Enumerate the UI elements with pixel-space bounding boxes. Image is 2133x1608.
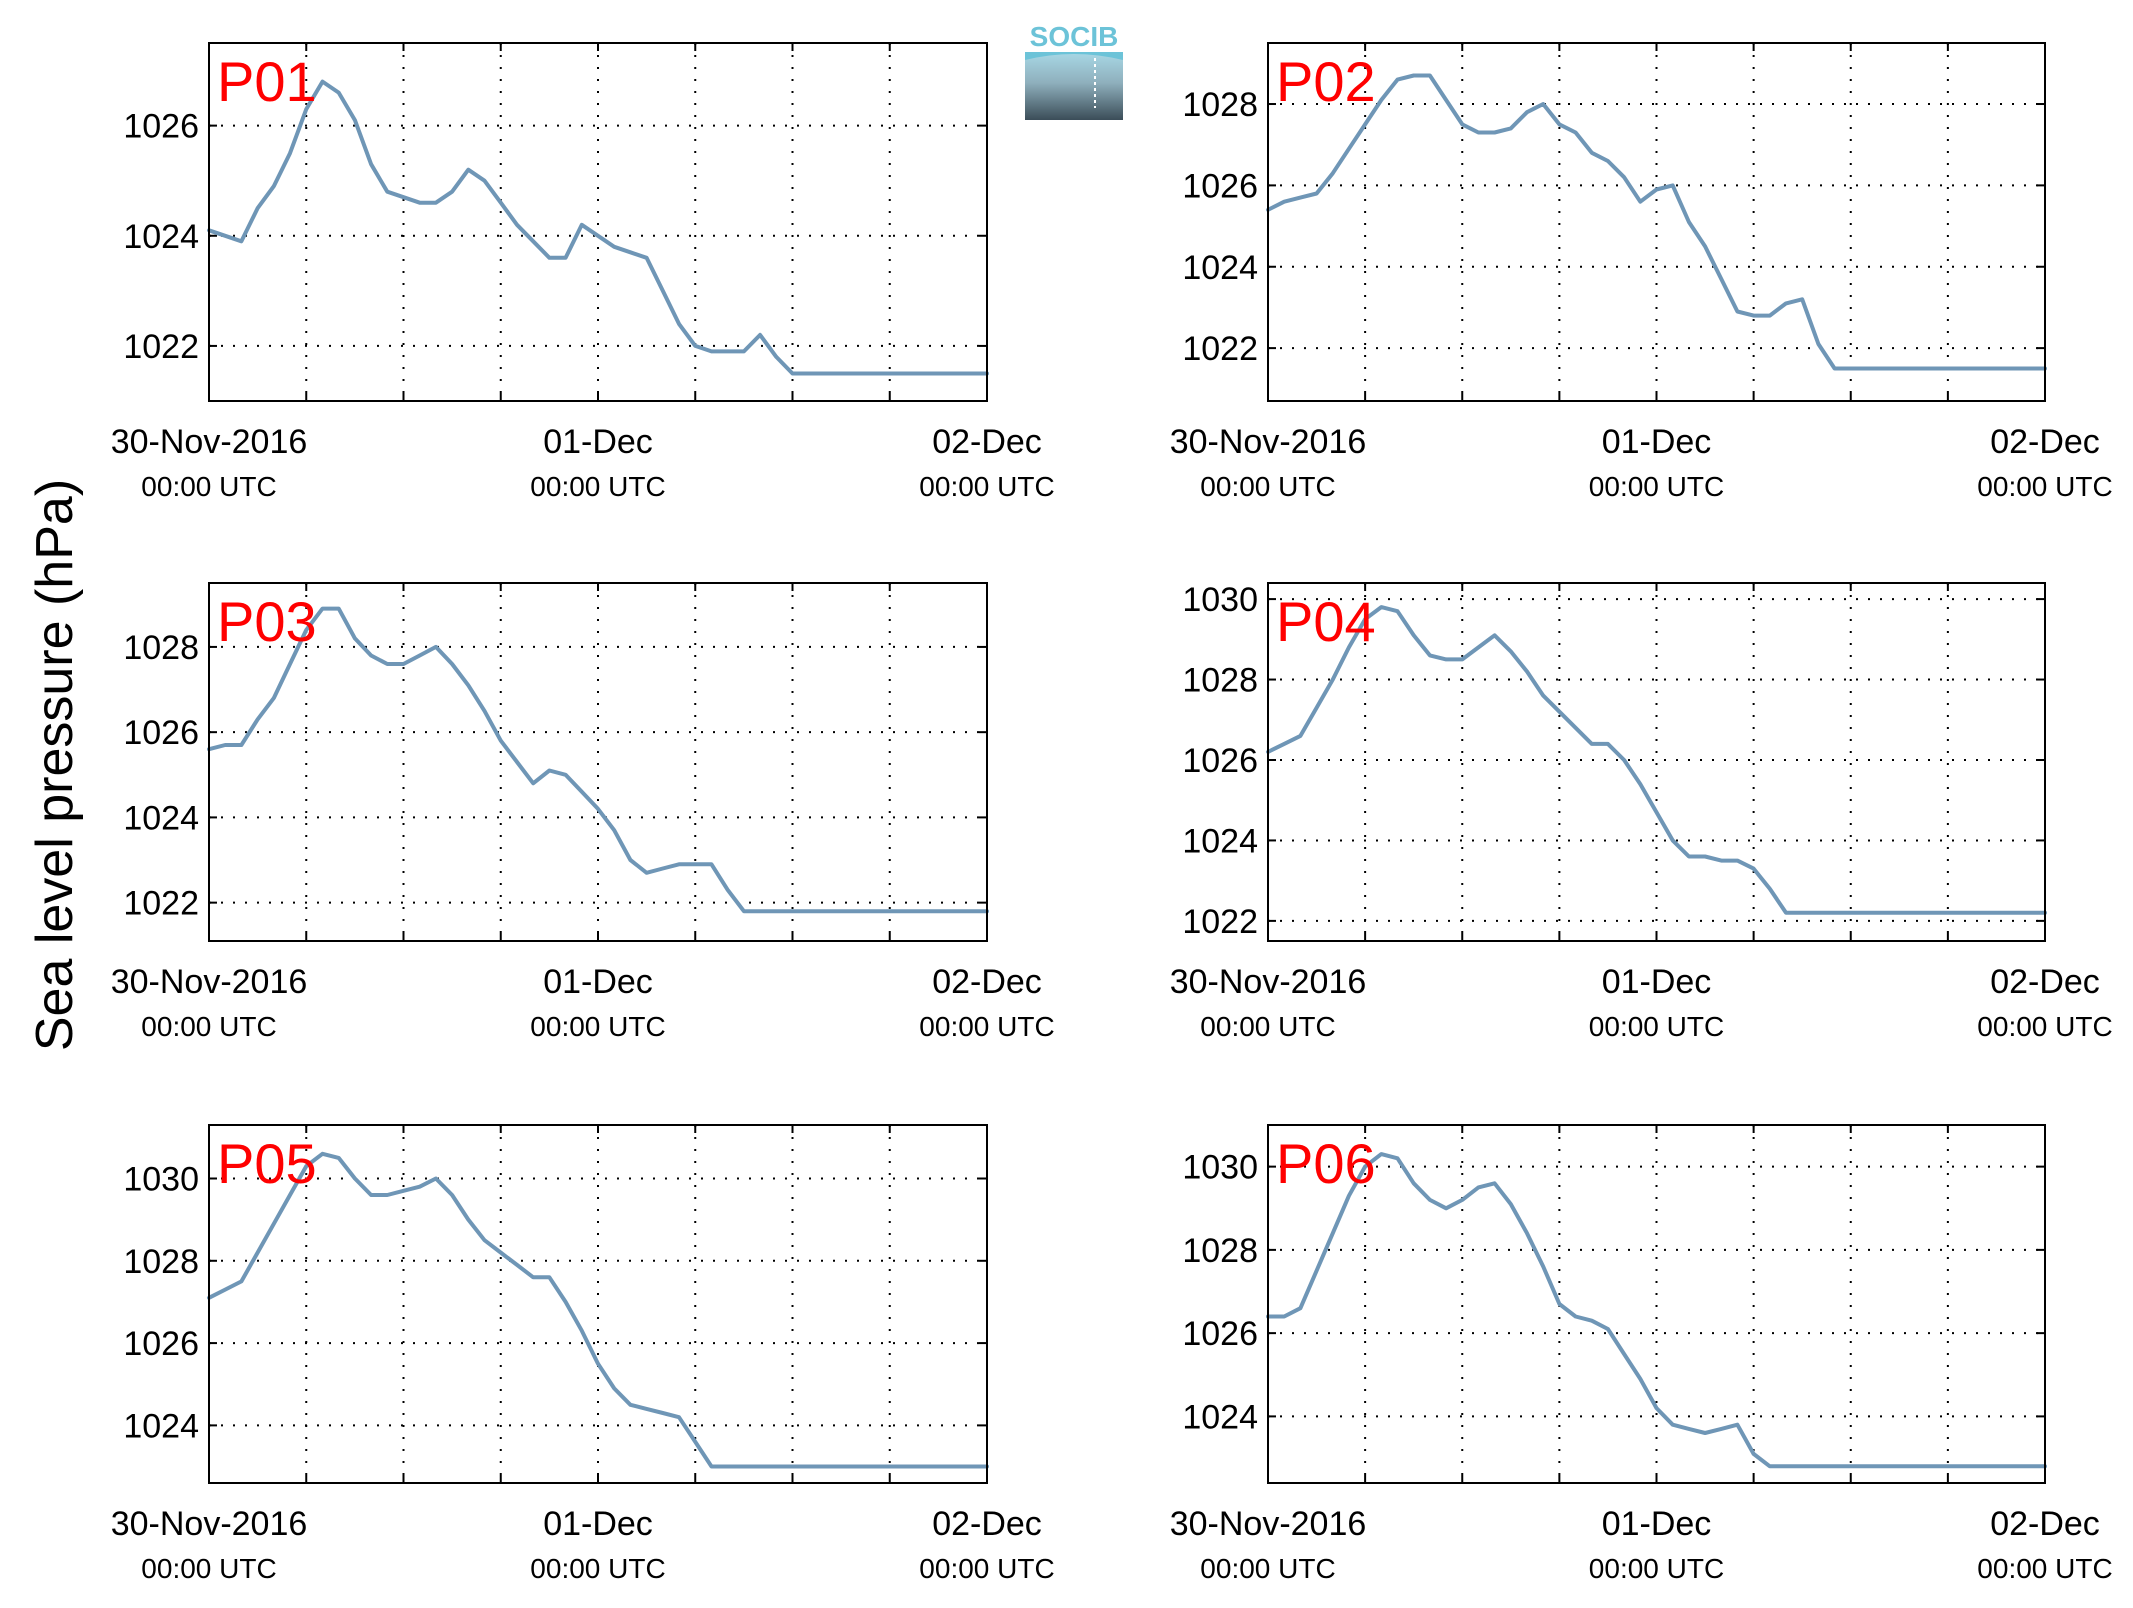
- y-tick-label: 1022: [1182, 903, 1258, 941]
- y-tick-label: 1030: [1182, 1149, 1258, 1187]
- x-tick-sublabel: 00:00 UTC: [919, 471, 1054, 502]
- y-tick-label: 1024: [1182, 1398, 1258, 1436]
- panel-label: P03: [217, 590, 317, 653]
- y-tick-label: 1026: [123, 1325, 199, 1363]
- panel-label: P06: [1276, 1132, 1376, 1195]
- axes-frame: [1267, 1124, 2046, 1484]
- y-tick-label: 1024: [1182, 822, 1258, 860]
- y-tick-label: 1022: [1182, 330, 1258, 368]
- x-tick-sublabel: 00:00 UTC: [530, 471, 665, 502]
- y-tick-label: 1022: [123, 328, 199, 366]
- y-tick-label: 1030: [123, 1160, 199, 1198]
- socib-logo: SOCIB: [1025, 21, 1123, 120]
- x-tick-sublabel: 00:00 UTC: [1200, 1553, 1335, 1584]
- x-tick-label: 02-Dec: [932, 963, 1042, 1001]
- axes-frame: [208, 42, 988, 402]
- y-tick-label: 1026: [123, 714, 199, 752]
- y-tick-label: 1030: [1182, 581, 1258, 619]
- y-tick-label: 1026: [1182, 742, 1258, 780]
- x-tick-label: 30-Nov-2016: [1170, 423, 1367, 461]
- y-tick-label: 1024: [123, 799, 199, 837]
- panel-p04: 1022 1024 1026 1028 1030 30-Nov-2016 00:00 UTC…: [1170, 581, 2113, 1042]
- y-axis-label: Sea level pressure (hPa): [26, 479, 84, 1051]
- series-line: [207, 1151, 989, 1469]
- x-tick-label: 02-Dec: [1990, 963, 2100, 1001]
- panel-p01: 1022 1024 1026 30-Nov-2016 00:00 UTC 01-Dec 00…: [111, 42, 1055, 502]
- x-tick-label: 01-Dec: [543, 963, 653, 1001]
- x-tick-sublabel: 00:00 UTC: [1589, 471, 1724, 502]
- x-tick-label: 02-Dec: [1990, 423, 2100, 461]
- x-tick-sublabel: 00:00 UTC: [1977, 1011, 2112, 1042]
- x-tick-label: 30-Nov-2016: [111, 423, 308, 461]
- x-tick-sublabel: 00:00 UTC: [1200, 1011, 1335, 1042]
- y-tick-label: 1028: [1182, 662, 1258, 700]
- x-tick-label: 30-Nov-2016: [111, 1505, 308, 1543]
- x-tick-sublabel: 00:00 UTC: [919, 1011, 1054, 1042]
- y-tick-label: 1024: [123, 1407, 199, 1445]
- y-tick-label: 1028: [1182, 86, 1258, 124]
- y-tick-label: 1022: [123, 885, 199, 923]
- panel-label: P04: [1276, 590, 1376, 653]
- series-line: [207, 79, 989, 376]
- y-tick-label: 1028: [123, 1243, 199, 1281]
- x-tick-label: 30-Nov-2016: [111, 963, 308, 1001]
- x-tick-sublabel: 00:00 UTC: [141, 1011, 276, 1042]
- x-tick-sublabel: 00:00 UTC: [1589, 1553, 1724, 1584]
- x-tick-sublabel: 00:00 UTC: [141, 1553, 276, 1584]
- axes-frame: [208, 1124, 988, 1484]
- panel-label: P02: [1276, 50, 1376, 113]
- y-tick-label: 1028: [1182, 1232, 1258, 1270]
- panel-p05: 1024 1026 1028 1030 30-Nov-2016 00:00 UTC 01-D…: [111, 1124, 1055, 1584]
- panel-label: P01: [217, 50, 317, 113]
- socib-logo-block: [1025, 52, 1123, 120]
- x-tick-label: 02-Dec: [932, 423, 1042, 461]
- x-tick-label: 01-Dec: [543, 423, 653, 461]
- x-tick-label: 01-Dec: [1602, 423, 1712, 461]
- y-tick-label: 1024: [123, 218, 199, 256]
- series-line: [207, 606, 989, 914]
- panel-label: P05: [217, 1132, 317, 1195]
- y-tick-label: 1028: [123, 629, 199, 667]
- x-tick-sublabel: 00:00 UTC: [1200, 471, 1335, 502]
- x-tick-sublabel: 00:00 UTC: [919, 1553, 1054, 1584]
- panel-p03: 1022 1024 1026 1028 30-Nov-2016 00:00 UTC 01-D…: [111, 582, 1055, 1042]
- series-line: [1266, 1152, 2047, 1469]
- x-tick-sublabel: 00:00 UTC: [1589, 1011, 1724, 1042]
- axes-frame: [1267, 582, 2046, 942]
- x-tick-sublabel: 00:00 UTC: [1977, 471, 2112, 502]
- x-tick-label: 01-Dec: [543, 1505, 653, 1543]
- x-tick-label: 02-Dec: [1990, 1505, 2100, 1543]
- panel-p06: 1024 1026 1028 1030 30-Nov-2016 00:00 UTC 01-D…: [1170, 1124, 2113, 1584]
- series-line: [1266, 73, 2047, 371]
- x-tick-label: 30-Nov-2016: [1170, 963, 1367, 1001]
- axes-frame: [208, 582, 988, 942]
- y-tick-label: 1026: [1182, 167, 1258, 205]
- y-tick-label: 1026: [123, 108, 199, 146]
- x-tick-label: 02-Dec: [932, 1505, 1042, 1543]
- socib-logo-text: SOCIB: [1030, 21, 1119, 52]
- panel-p02: 1022 1024 1026 1028 30-Nov-2016 00:00 UTC 01-D…: [1170, 42, 2113, 502]
- x-tick-label: 01-Dec: [1602, 963, 1712, 1001]
- axes-frame: [1267, 42, 2046, 402]
- x-tick-sublabel: 00:00 UTC: [1977, 1553, 2112, 1584]
- x-tick-sublabel: 00:00 UTC: [530, 1011, 665, 1042]
- panels: 1022 1024 1026 30-Nov-2016 00:00 UTC 01-Dec 00…: [111, 42, 2113, 1584]
- y-tick-label: 1024: [1182, 249, 1258, 287]
- x-tick-label: 01-Dec: [1602, 1505, 1712, 1543]
- x-tick-sublabel: 00:00 UTC: [530, 1553, 665, 1584]
- y-tick-label: 1026: [1182, 1315, 1258, 1353]
- x-tick-label: 30-Nov-2016: [1170, 1505, 1367, 1543]
- series-line: [1266, 605, 2047, 915]
- x-tick-sublabel: 00:00 UTC: [141, 471, 276, 502]
